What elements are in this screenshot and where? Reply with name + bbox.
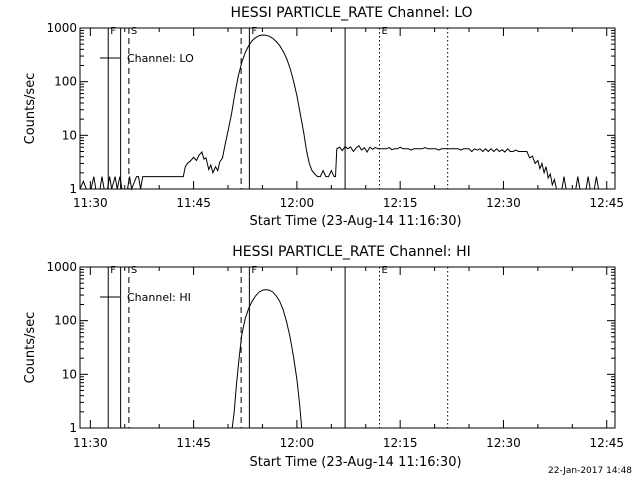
y-tick-label-1: 1 [69,182,77,196]
event-marker-label-E: E [382,265,388,276]
chart-panel-hi: HESSI PARTICLE_RATE Channel: HI Start Tim… [23,244,624,470]
x-axis-label: Start Time (23-Aug-14 11:16:30) [249,455,461,470]
event-marker-label-E: E [382,26,388,37]
series-line-lo [79,34,609,191]
plot-frame [79,266,616,429]
event-marker-label-S: S [131,26,137,37]
event-marker-label-S: S [131,265,137,276]
series-line-hi [231,289,303,429]
x-tick-label-12:45: 12:45 [589,436,624,450]
legend-label: Channel: LO [127,52,194,65]
x-tick-label-12:45: 12:45 [589,196,624,210]
plot-frame [79,27,616,190]
chart-panel-lo: HESSI PARTICLE_RATE Channel: LO Start Tim… [23,5,624,229]
x-tick-label-11:45: 11:45 [176,196,211,210]
footer-timestamp: 22-Jan-2017 14:48 [548,466,633,476]
event-marker-label-F: F [251,265,257,276]
y-axis-label: Counts/sec [23,73,38,145]
x-tick-label-12:15: 12:15 [383,436,418,450]
y-tick-label-10: 10 [62,128,77,142]
event-marker-label-F: F [110,265,116,276]
y-tick-label-100: 100 [54,75,77,89]
chart-title: HESSI PARTICLE_RATE Channel: HI [232,244,470,260]
x-tick-label-12:30: 12:30 [486,436,521,450]
y-tick-label-1000: 1000 [46,21,77,35]
y-axis-label: Counts/sec [23,312,38,384]
y-tick-label-1000: 1000 [46,260,77,274]
x-tick-label-11:30: 11:30 [73,196,108,210]
y-tick-label-100: 100 [54,314,77,328]
event-marker-label-F: F [251,26,257,37]
x-tick-label-12:15: 12:15 [383,196,418,210]
x-tick-label-11:45: 11:45 [176,436,211,450]
x-tick-label-11:30: 11:30 [73,436,108,450]
x-axis-label: Start Time (23-Aug-14 11:16:30) [249,214,461,229]
event-marker-label-F: F [110,26,116,37]
x-tick-label-12:00: 12:00 [280,196,315,210]
y-tick-label-10: 10 [62,367,77,381]
legend-label: Channel: HI [127,291,191,304]
x-tick-label-12:00: 12:00 [280,436,315,450]
y-tick-label-1: 1 [69,421,77,435]
x-tick-label-12:30: 12:30 [486,196,521,210]
chart-title: HESSI PARTICLE_RATE Channel: LO [230,5,472,21]
